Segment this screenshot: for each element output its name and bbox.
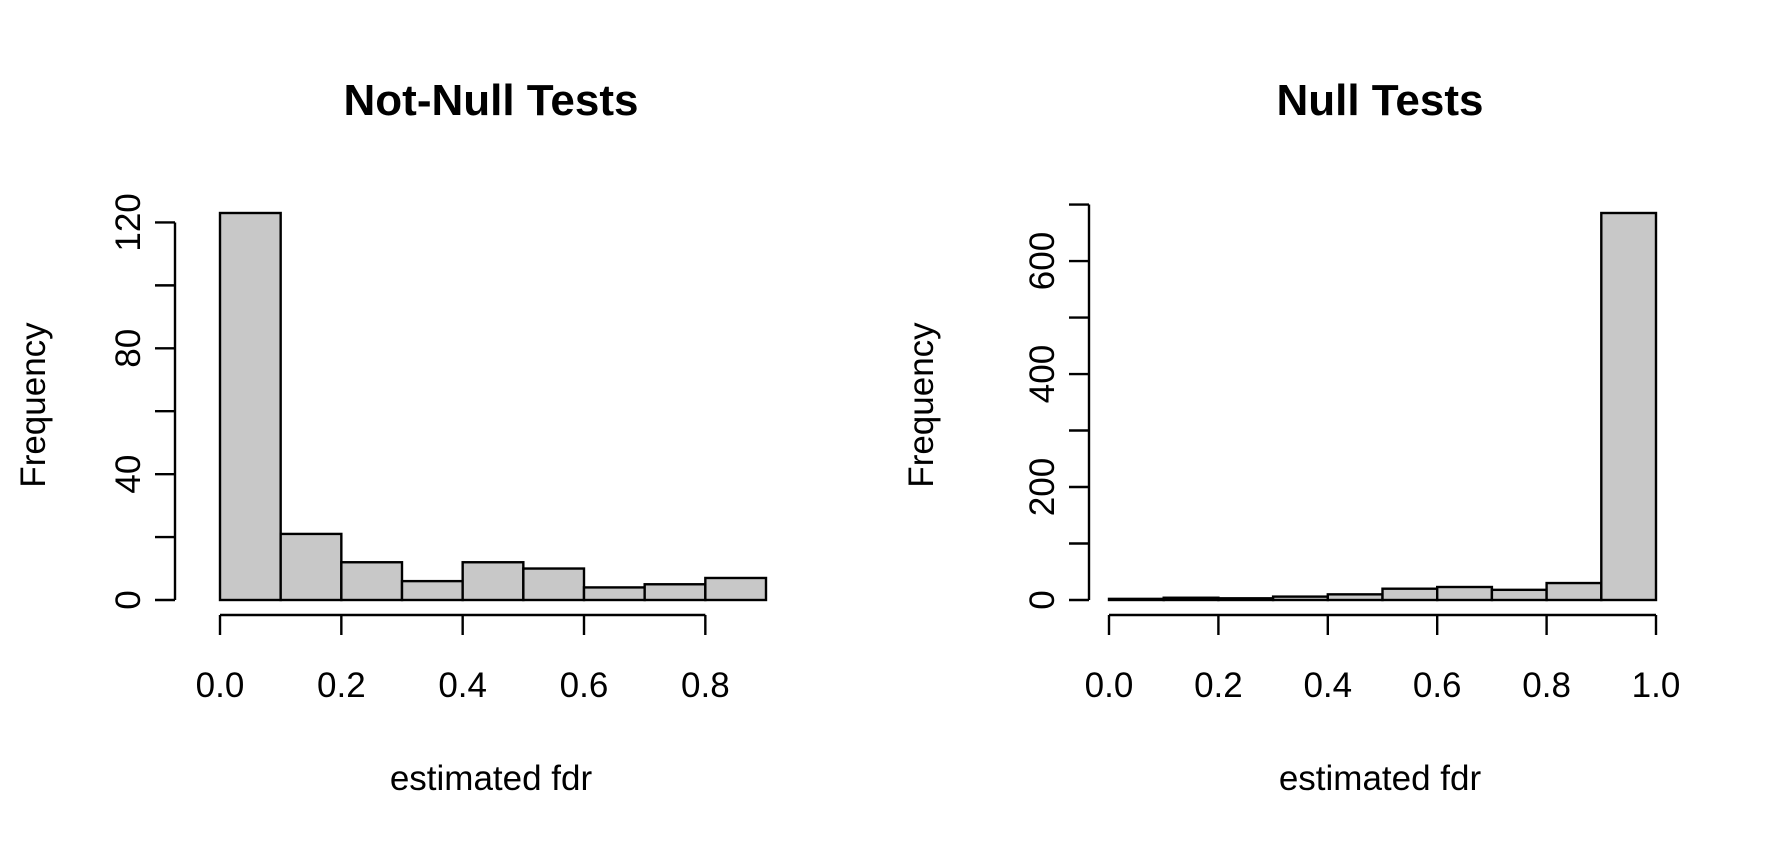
y-axis: 0 200 400 600 — [1023, 203, 1091, 610]
histogram-bar — [1545, 581, 1603, 602]
histogram-bar — [1217, 597, 1275, 602]
x-axis-label: estimated fdr — [390, 759, 593, 798]
panel-null-tests: Null Tests estimated fdr Frequency 0.0 0.… — [902, 76, 1680, 798]
y-tick-label: 0 — [1023, 590, 1062, 609]
y-tick-label: 400 — [1023, 345, 1062, 403]
histogram-bar — [1107, 597, 1165, 602]
histogram-bar — [1162, 596, 1220, 602]
histogram-bar — [1435, 585, 1494, 602]
y-tick-label: 600 — [1023, 232, 1062, 290]
y-tick-label: 80 — [109, 329, 148, 368]
histogram-bar — [461, 561, 525, 602]
panel-not-null-tests: Not-Null Tests estimated fdr Frequency 0… — [14, 76, 768, 798]
histogram-bar — [218, 211, 282, 602]
histogram-bar — [1271, 595, 1329, 602]
histogram-bar — [704, 576, 768, 602]
x-tick-label: 0.2 — [1194, 666, 1243, 705]
x-tick-label: 0.8 — [681, 666, 730, 705]
y-axis: 0 40 80 120 — [109, 193, 177, 610]
bars — [1107, 211, 1658, 602]
histogram-bar — [340, 561, 404, 602]
x-tick-label: 0.6 — [560, 666, 609, 705]
chart-title: Null Tests — [1276, 76, 1483, 125]
x-tick-label: 0.6 — [1413, 666, 1462, 705]
x-tick-label: 1.0 — [1632, 666, 1681, 705]
histogram-bar — [582, 586, 646, 602]
x-tick-label: 0.4 — [438, 666, 487, 705]
x-tick-label: 0.4 — [1303, 666, 1352, 705]
histogram-bar — [1490, 588, 1548, 602]
histogram-bar — [1600, 211, 1658, 602]
y-tick-label: 0 — [109, 590, 148, 609]
x-tick-label: 0.8 — [1522, 666, 1571, 705]
histogram-bar — [1326, 593, 1384, 602]
chart-title: Not-Null Tests — [344, 76, 639, 125]
x-tick-label: 0.2 — [317, 666, 366, 705]
x-tick-label: 0.0 — [196, 666, 245, 705]
y-tick-label: 200 — [1023, 458, 1062, 516]
histogram-bar — [643, 583, 707, 602]
y-axis-label: Frequency — [902, 322, 941, 488]
histogram-bar — [1381, 587, 1439, 602]
histogram-bar — [400, 579, 464, 602]
y-tick-label: 40 — [109, 455, 148, 494]
x-axis: 0.0 0.2 0.4 0.6 0.8 1.0 — [1085, 613, 1681, 705]
bars — [218, 211, 768, 602]
y-tick-label: 120 — [109, 193, 148, 251]
histogram-bar — [279, 532, 343, 602]
x-axis: 0.0 0.2 0.4 0.6 0.8 — [196, 613, 730, 705]
y-axis-label: Frequency — [14, 322, 53, 488]
histogram-bar — [522, 567, 586, 602]
x-tick-label: 0.0 — [1085, 666, 1134, 705]
x-axis-label: estimated fdr — [1279, 759, 1482, 798]
